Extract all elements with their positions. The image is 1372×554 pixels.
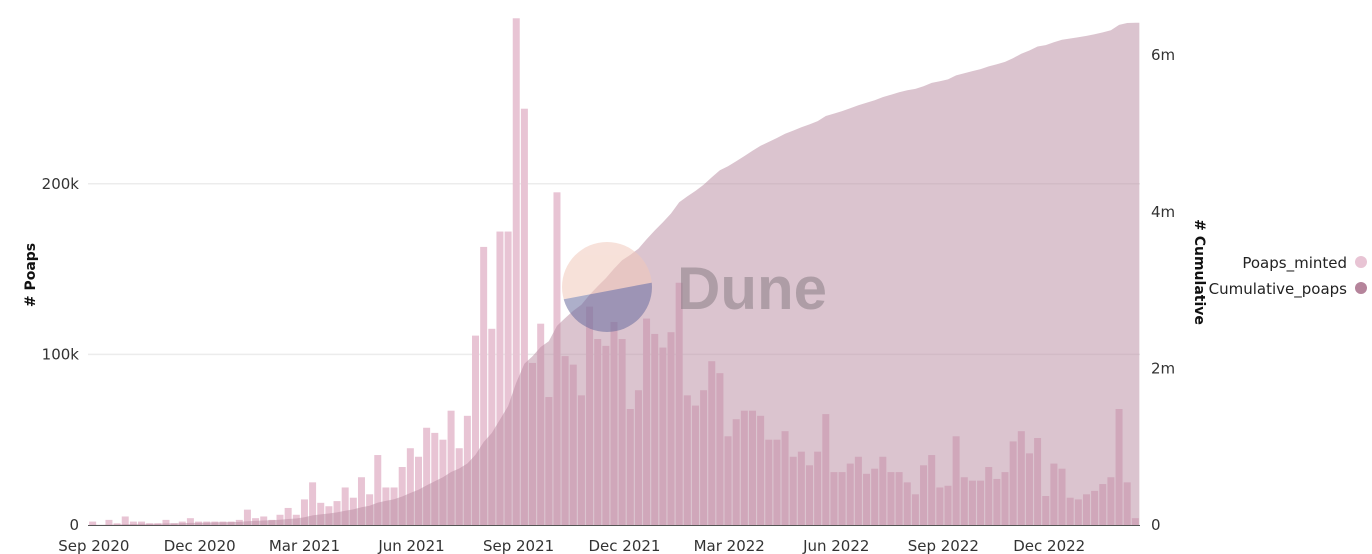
x-tick-label: Dec 2020 <box>164 537 236 554</box>
y-axis-left-ticks: 0 100k 200k <box>42 175 80 534</box>
bar <box>113 523 121 525</box>
bar <box>357 477 365 525</box>
y-left-tick-label: 100k <box>42 345 80 363</box>
bar <box>374 455 382 525</box>
bar <box>341 487 349 525</box>
x-tick-label: Sep 2021 <box>483 537 554 554</box>
bar <box>431 432 439 525</box>
y-right-tick-label: 0 <box>1151 516 1161 534</box>
x-tick-label: Jun 2021 <box>377 537 444 554</box>
bar <box>520 108 528 525</box>
legend-item-cumulative-poaps[interactable]: Cumulative_poaps <box>1209 280 1367 299</box>
bar <box>129 521 137 525</box>
bar <box>284 507 292 525</box>
legend-marker <box>1355 282 1367 294</box>
bar <box>472 335 480 525</box>
dune-logo-watermark: Dune <box>562 242 827 332</box>
bar <box>496 231 504 525</box>
bar <box>186 518 194 525</box>
x-tick-label: Sep 2022 <box>908 537 979 554</box>
y-axis-right-ticks: 0 2m 4m 6m <box>1151 46 1175 534</box>
bar <box>423 427 431 525</box>
y-left-tick-label: 0 <box>69 516 79 534</box>
bar <box>243 509 251 525</box>
bar <box>398 466 406 525</box>
bar <box>406 448 414 525</box>
bar <box>447 410 455 525</box>
bar <box>317 502 325 525</box>
bar <box>504 231 512 525</box>
bar <box>512 18 520 526</box>
y-right-tick-label: 2m <box>1151 359 1175 377</box>
bar <box>121 516 129 525</box>
x-tick-label: Jun 2022 <box>802 537 869 554</box>
bar <box>300 499 308 525</box>
x-tick-label: Mar 2022 <box>694 537 765 554</box>
x-tick-label: Sep 2020 <box>58 537 129 554</box>
legend: Poaps_minted Cumulative_poaps <box>1209 254 1367 299</box>
bar <box>138 521 146 525</box>
x-tick-label: Dec 2021 <box>588 537 660 554</box>
bar <box>480 246 488 525</box>
x-tick-label: Mar 2021 <box>269 537 340 554</box>
y-axis-left-title: # Poaps <box>23 243 39 307</box>
y-right-tick-label: 6m <box>1151 46 1175 64</box>
legend-marker <box>1355 256 1367 268</box>
bar <box>162 519 170 525</box>
x-axis-ticks: Sep 2020 Dec 2020 Mar 2021 Jun 2021 Sep 2021… <box>58 537 1085 554</box>
bar <box>488 328 496 525</box>
bar <box>105 519 113 525</box>
legend-label: Poaps_minted <box>1242 254 1347 273</box>
legend-label: Cumulative_poaps <box>1209 280 1348 299</box>
x-tick-label: Dec 2022 <box>1013 537 1085 554</box>
y-left-tick-label: 200k <box>42 175 80 193</box>
y-right-tick-label: 4m <box>1151 203 1175 221</box>
dune-logo-text: Dune <box>677 255 827 322</box>
legend-item-poaps-minted[interactable]: Poaps_minted <box>1242 254 1367 273</box>
y-axis-right-title: # Cumulative <box>1191 219 1207 325</box>
bar <box>309 482 317 525</box>
bar <box>89 521 97 525</box>
